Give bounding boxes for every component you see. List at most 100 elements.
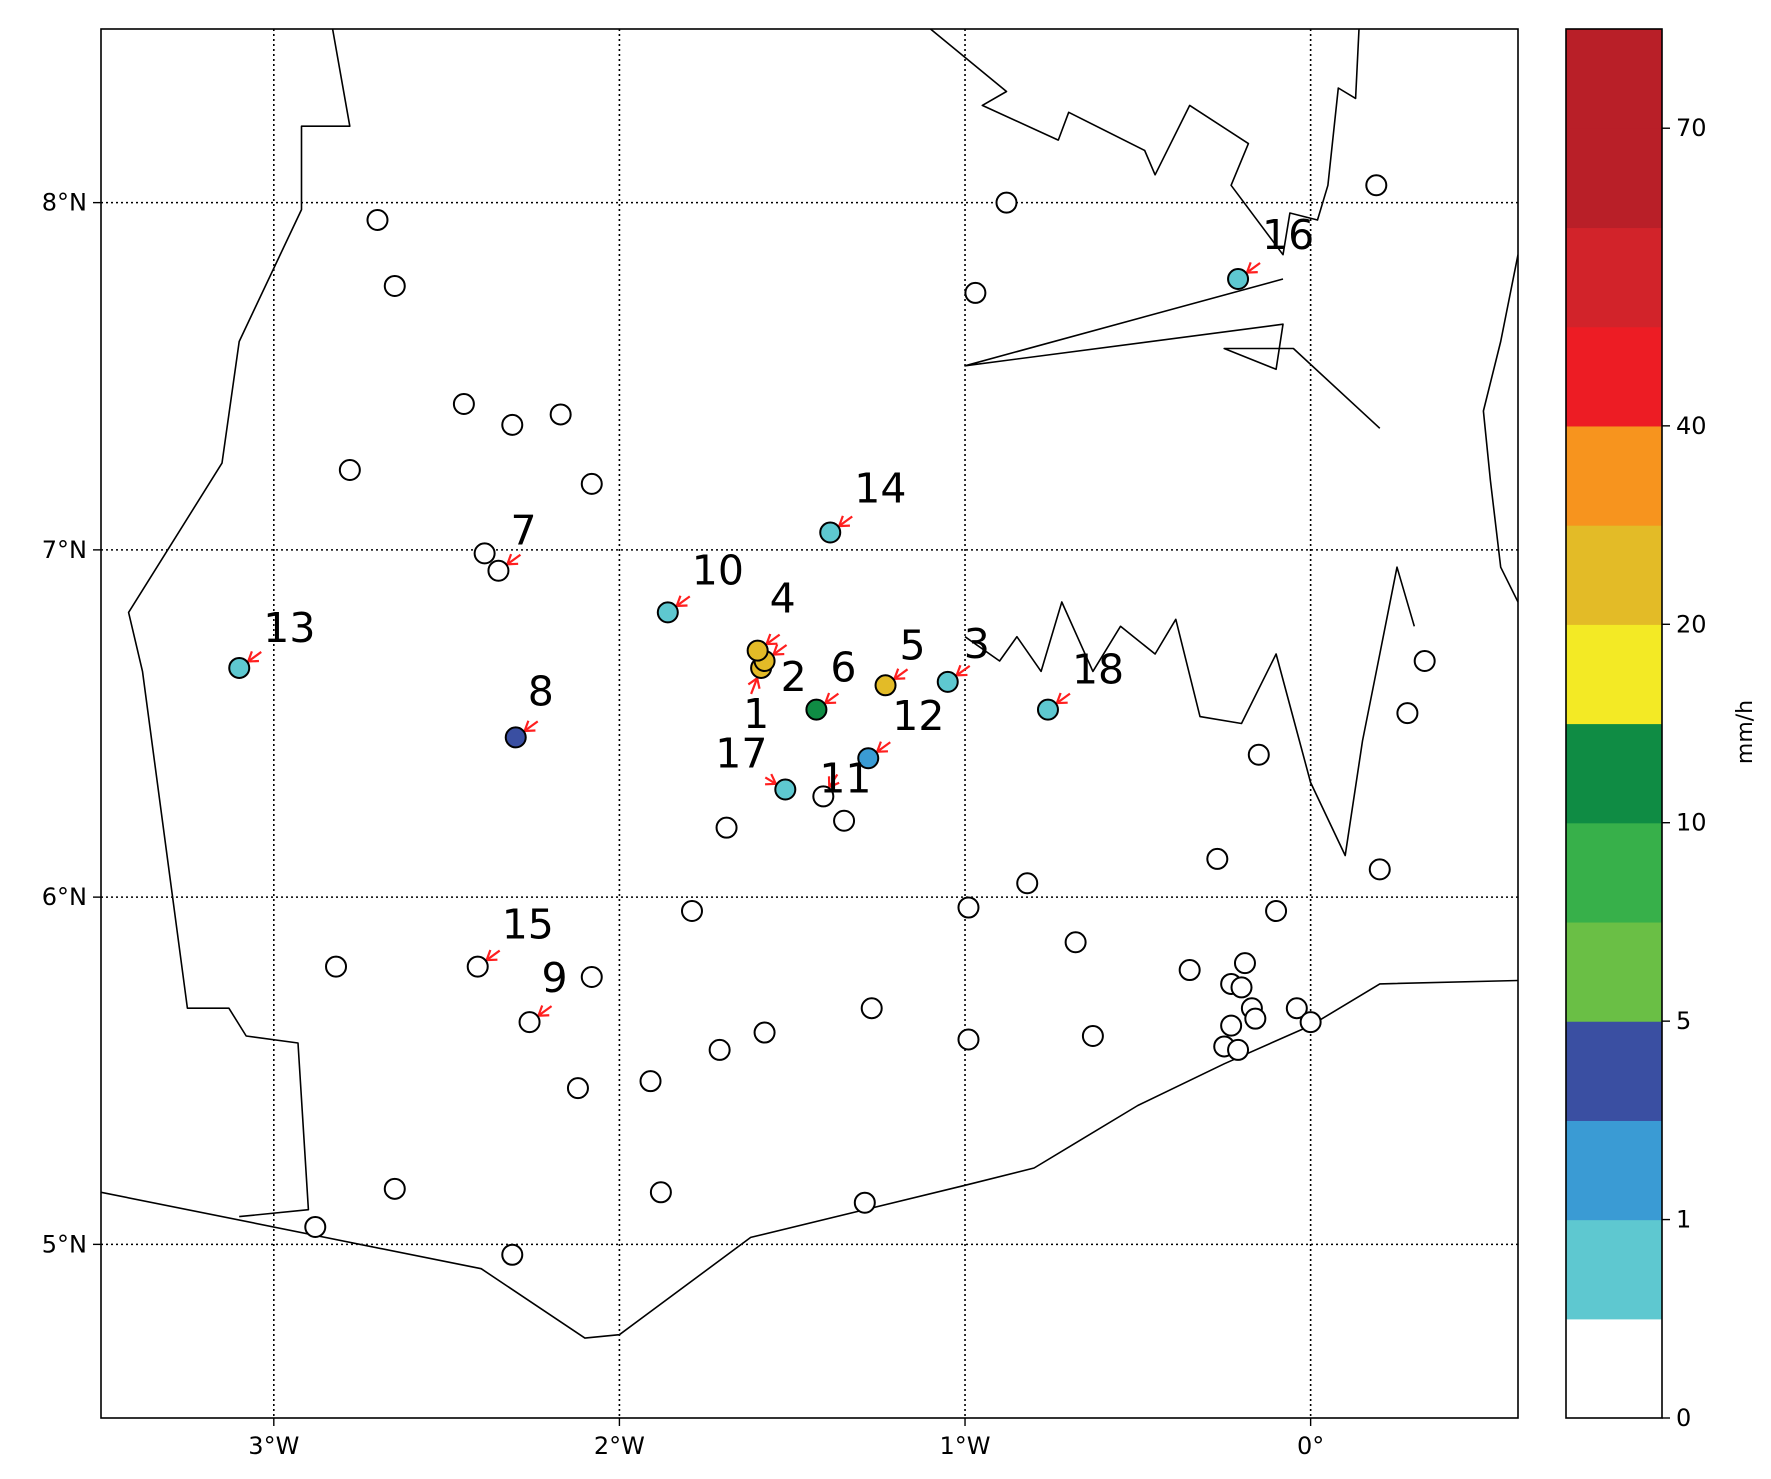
station-arrow-shaft	[537, 1005, 553, 1017]
station-label: 17	[715, 729, 767, 777]
station-marker	[753, 1021, 776, 1044]
volta-arm-line	[964, 278, 1381, 429]
station-label: 8	[528, 667, 554, 715]
station-label: 7	[510, 507, 536, 555]
station-arrow-shaft	[676, 595, 691, 607]
station-arrow-shaft	[764, 776, 777, 785]
colorbar-segment	[1566, 425, 1662, 526]
station-marker	[1396, 702, 1419, 725]
labeled-station-marker	[228, 656, 251, 679]
station-marker	[580, 965, 603, 988]
station-marker	[452, 393, 475, 416]
station-marker	[957, 1028, 980, 1051]
station-marker	[1206, 847, 1229, 870]
colorbar-segment	[1566, 822, 1662, 923]
labeled-station-marker	[746, 639, 769, 662]
station-marker	[957, 896, 980, 919]
station-label: 3	[964, 620, 990, 668]
colorbar-tick-label: 5	[1676, 1007, 1691, 1035]
country-and-coast-boundaries	[101, 29, 1518, 1339]
station-arrow-head	[485, 949, 498, 962]
station-arrow-shaft	[876, 741, 891, 753]
colorbar-tick-label: 70	[1676, 114, 1707, 142]
colorbar-segment	[1566, 525, 1662, 625]
lat-tick-label: 6°N	[42, 883, 87, 911]
station-marker	[1365, 174, 1388, 197]
station-label: 15	[502, 901, 554, 949]
station-label: 1	[743, 690, 769, 738]
station-arrow-head	[505, 553, 519, 566]
station-arrow-head	[246, 650, 259, 663]
station-marker	[1230, 976, 1253, 999]
labeled-station-marker	[1036, 698, 1059, 721]
station-arrow-shaft	[828, 773, 839, 788]
coastline-line	[101, 979, 1518, 1339]
station-arrow-shaft	[506, 553, 522, 566]
axis-ticks: 3°W 2°W 1°W 0° 8°N 7°N 6°N 5°N	[42, 189, 1325, 1460]
station-arrow-shaft	[893, 668, 909, 680]
station-arrow-head	[827, 776, 840, 789]
colorbar-segment	[1566, 227, 1662, 328]
station-marker	[1413, 649, 1436, 672]
station-arrow-head	[675, 595, 688, 608]
station-arrow-head	[837, 515, 850, 528]
station-arrow-shaft	[247, 651, 262, 663]
station-arrow-shaft	[1056, 692, 1071, 705]
colorbar-segment	[1566, 1120, 1662, 1221]
station-marker	[1016, 872, 1039, 895]
station-marker	[1220, 1014, 1243, 1037]
colorbar-segment	[1566, 723, 1662, 824]
labeled-station-marker	[487, 559, 510, 582]
lon-tick-label: 3°W	[248, 1432, 299, 1460]
station-label: 13	[263, 604, 315, 652]
station-label: 4	[770, 575, 796, 623]
lon-tick-label: 0°	[1297, 1432, 1324, 1460]
colorbar-segment	[1566, 128, 1662, 229]
station-marker	[1247, 743, 1270, 766]
west-border-line	[127, 29, 351, 1218]
station-arrow-head	[536, 1005, 550, 1017]
station-marker	[649, 1181, 672, 1204]
colorbar-tick-label: 10	[1676, 809, 1707, 837]
station-arrow-shaft	[838, 515, 853, 527]
station-arrow-shaft	[824, 692, 840, 705]
lon-tick-label: 2°W	[594, 1432, 645, 1460]
labeled-station-marker	[857, 747, 880, 770]
station-label: 12	[892, 692, 944, 740]
volta-north-line	[929, 29, 1360, 256]
station-marker	[549, 403, 572, 426]
colorbar-segment	[1566, 1021, 1662, 1121]
station-arrow-head	[764, 633, 778, 646]
labeled-station-marker	[819, 521, 842, 544]
station-arrow-head	[523, 720, 536, 733]
gridlines	[101, 29, 1518, 1418]
station-arrow-head	[771, 643, 785, 656]
station-marker	[566, 1077, 589, 1100]
station-arrow-shaft	[772, 644, 788, 656]
station-marker	[304, 1216, 327, 1239]
lat-tick-label: 8°N	[42, 189, 87, 217]
station-label: 16	[1262, 211, 1314, 259]
station-marker	[1227, 1038, 1250, 1061]
station-label: 2	[781, 653, 807, 701]
colorbar-tick-label: 1	[1676, 1206, 1691, 1234]
station-arrow-head	[955, 664, 968, 677]
station-arrow-shaft	[765, 633, 781, 645]
station-marker	[708, 1038, 731, 1061]
lat-tick-label: 5°N	[42, 1230, 87, 1258]
station-marker	[715, 816, 738, 839]
colorbar: 0 1 5 10 20 40 70	[1565, 28, 1707, 1432]
station-marker	[338, 459, 361, 482]
station-marker	[860, 997, 883, 1020]
stations	[228, 174, 1436, 1266]
labeled-station-marker	[466, 955, 489, 978]
colorbar-segment	[1566, 29, 1662, 129]
station-label: 6	[830, 644, 856, 692]
labeled-station-marker	[518, 1011, 541, 1034]
east-border-line	[1482, 254, 1518, 603]
colorbar-frame	[1565, 28, 1663, 1419]
station-arrow-shaft	[750, 677, 759, 695]
colorbar-title: mm/h	[1733, 700, 1758, 764]
